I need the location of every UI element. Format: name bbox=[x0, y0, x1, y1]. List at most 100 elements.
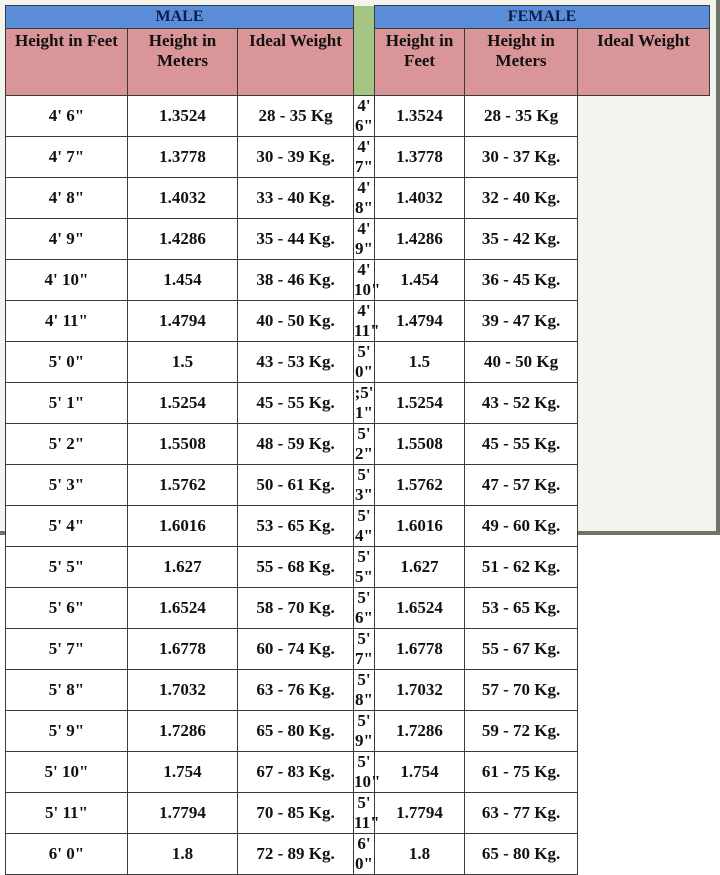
female-feet-cell: 6' 0" bbox=[353, 833, 376, 875]
female-col-feet-header: Height in Feet bbox=[374, 28, 466, 96]
male-feet-cell: 5' 2" bbox=[5, 423, 128, 465]
female-weight-cell: 28 - 35 Kg bbox=[464, 95, 579, 137]
male-feet-cell: 4' 10" bbox=[5, 259, 128, 301]
female-meters-cell: 1.627 bbox=[374, 546, 466, 588]
female-feet-cell: ;5' 1" bbox=[353, 382, 376, 424]
table-row: 6' 0" 1.8 72 - 89 Kg. 6' 0" 1.8 65 - 80 Kg. bbox=[5, 833, 710, 875]
male-meters-cell: 1.3524 bbox=[127, 95, 238, 137]
female-meters-cell: 1.4286 bbox=[374, 218, 466, 260]
male-feet-cell: 5' 10" bbox=[5, 751, 128, 793]
female-feet-cell: 5' 11" bbox=[353, 792, 380, 834]
male-weight-cell: 40 - 50 Kg. bbox=[236, 300, 355, 342]
male-feet-cell: 5' 8" bbox=[5, 669, 128, 711]
male-weight-cell: 53 - 65 Kg. bbox=[236, 505, 355, 547]
female-feet-cell: 4' 9" bbox=[353, 218, 376, 260]
female-meters-cell: 1.4794 bbox=[374, 300, 466, 342]
table-row: 5' 9" 1.7286 65 - 80 Kg. 5' 9" 1.7286 59 - 72… bbox=[5, 710, 710, 752]
male-meters-cell: 1.754 bbox=[127, 751, 238, 793]
female-weight-cell: 43 - 52 Kg. bbox=[464, 382, 579, 424]
male-weight-cell: 35 - 44 Kg. bbox=[236, 218, 355, 260]
male-meters-cell: 1.5254 bbox=[127, 382, 238, 424]
female-meters-cell: 1.5 bbox=[374, 341, 466, 383]
female-meters-cell: 1.454 bbox=[374, 259, 466, 301]
table-row: 5' 0" 1.5 43 - 53 Kg. 5' 0" 1.5 40 - 50 Kg bbox=[5, 341, 710, 383]
male-feet-cell: 4' 11" bbox=[5, 300, 128, 342]
male-weight-cell: 60 - 74 Kg. bbox=[236, 628, 355, 670]
male-meters-cell: 1.8 bbox=[127, 833, 238, 875]
female-meters-cell: 1.5254 bbox=[374, 382, 466, 424]
table-row: 5' 8" 1.7032 63 - 76 Kg. 5' 8" 1.7032 57 - 70… bbox=[5, 669, 710, 711]
male-feet-cell: 5' 1" bbox=[5, 382, 128, 424]
table-row: 4' 7" 1.3778 30 - 39 Kg. 4' 7" 1.3778 30 - 37… bbox=[5, 136, 710, 178]
female-col-meters-header: Height in Meters bbox=[464, 28, 579, 96]
female-weight-cell: 49 - 60 Kg. bbox=[464, 505, 579, 547]
female-meters-cell: 1.4032 bbox=[374, 177, 466, 219]
female-meters-cell: 1.8 bbox=[374, 833, 466, 875]
female-meters-cell: 1.7286 bbox=[374, 710, 466, 752]
table-row: 5' 2" 1.5508 48 - 59 Kg. 5' 2" 1.5508 45 - 55… bbox=[5, 423, 710, 465]
male-weight-cell: 28 - 35 Kg bbox=[236, 95, 355, 137]
female-feet-cell: 4' 11" bbox=[353, 300, 380, 342]
male-weight-cell: 70 - 85 Kg. bbox=[236, 792, 355, 834]
male-weight-cell: 67 - 83 Kg. bbox=[236, 751, 355, 793]
female-feet-cell: 5' 3" bbox=[353, 464, 376, 506]
height-weight-table: MALE FEMALE Height in Feet Height in Met… bbox=[4, 5, 711, 875]
male-section-header: MALE bbox=[4, 5, 355, 29]
female-weight-cell: 30 - 37 Kg. bbox=[464, 136, 579, 178]
female-meters-cell: 1.754 bbox=[374, 751, 466, 793]
male-weight-cell: 65 - 80 Kg. bbox=[236, 710, 355, 752]
female-feet-cell: 4' 7" bbox=[353, 136, 376, 178]
female-weight-cell: 55 - 67 Kg. bbox=[464, 628, 579, 670]
female-section-header: FEMALE bbox=[374, 5, 711, 29]
male-weight-cell: 63 - 76 Kg. bbox=[236, 669, 355, 711]
female-weight-cell: 40 - 50 Kg bbox=[464, 341, 579, 383]
female-weight-cell: 63 - 77 Kg. bbox=[464, 792, 579, 834]
female-meters-cell: 1.6524 bbox=[374, 587, 466, 629]
female-meters-cell: 1.6778 bbox=[374, 628, 466, 670]
female-weight-cell: 57 - 70 Kg. bbox=[464, 669, 579, 711]
male-feet-cell: 5' 5" bbox=[5, 546, 128, 588]
male-meters-cell: 1.7794 bbox=[127, 792, 238, 834]
female-weight-cell: 45 - 55 Kg. bbox=[464, 423, 579, 465]
male-meters-cell: 1.5762 bbox=[127, 464, 238, 506]
table-row: 4' 11" 1.4794 40 - 50 Kg. 4' 11" 1.4794 39 - … bbox=[5, 300, 710, 342]
male-weight-cell: 48 - 59 Kg. bbox=[236, 423, 355, 465]
male-weight-cell: 30 - 39 Kg. bbox=[236, 136, 355, 178]
female-weight-cell: 61 - 75 Kg. bbox=[464, 751, 579, 793]
male-meters-cell: 1.7286 bbox=[127, 710, 238, 752]
male-feet-cell: 4' 9" bbox=[5, 218, 128, 260]
table-row: 4' 8" 1.4032 33 - 40 Kg. 4' 8" 1.4032 32 - 40… bbox=[5, 177, 710, 219]
table-row: 5' 5" 1.627 55 - 68 Kg. 5' 5" 1.627 51 - 62 K… bbox=[5, 546, 710, 588]
male-col-meters-header: Height in Meters bbox=[127, 28, 238, 96]
female-feet-cell: 5' 5" bbox=[353, 546, 376, 588]
female-weight-cell: 53 - 65 Kg. bbox=[464, 587, 579, 629]
female-weight-cell: 51 - 62 Kg. bbox=[464, 546, 579, 588]
female-meters-cell: 1.7794 bbox=[374, 792, 466, 834]
male-weight-cell: 45 - 55 Kg. bbox=[236, 382, 355, 424]
table-row: 4' 6" 1.3524 28 - 35 Kg 4' 6" 1.3524 28 - 35 … bbox=[5, 95, 710, 137]
male-feet-cell: 5' 3" bbox=[5, 464, 128, 506]
male-meters-cell: 1.4032 bbox=[127, 177, 238, 219]
female-weight-cell: 39 - 47 Kg. bbox=[464, 300, 579, 342]
male-weight-cell: 33 - 40 Kg. bbox=[236, 177, 355, 219]
male-weight-cell: 55 - 68 Kg. bbox=[236, 546, 355, 588]
male-feet-cell: 4' 7" bbox=[5, 136, 128, 178]
female-feet-cell: 5' 10" bbox=[353, 751, 381, 793]
table-row: 5' 6" 1.6524 58 - 70 Kg. 5' 6" 1.6524 53 - 65… bbox=[5, 587, 710, 629]
male-feet-cell: 5' 9" bbox=[5, 710, 128, 752]
table-row: 5' 10" 1.754 67 - 83 Kg. 5' 10" 1.754 61 - 75… bbox=[5, 751, 710, 793]
female-meters-cell: 1.7032 bbox=[374, 669, 466, 711]
female-feet-cell: 5' 7" bbox=[353, 628, 376, 670]
female-feet-cell: 5' 6" bbox=[353, 587, 376, 629]
male-meters-cell: 1.627 bbox=[127, 546, 238, 588]
table-row: 4' 10" 1.454 38 - 46 Kg. 4' 10" 1.454 36 - 45… bbox=[5, 259, 710, 301]
female-meters-cell: 1.5762 bbox=[374, 464, 466, 506]
female-meters-cell: 1.6016 bbox=[374, 505, 466, 547]
male-meters-cell: 1.4286 bbox=[127, 218, 238, 260]
male-meters-cell: 1.7032 bbox=[127, 669, 238, 711]
table-row: 5' 7" 1.6778 60 - 74 Kg. 5' 7" 1.6778 55 - 67… bbox=[5, 628, 710, 670]
table-row: 5' 1" 1.5254 45 - 55 Kg. ;5' 1" 1.5254 43 - 5… bbox=[5, 382, 710, 424]
male-feet-cell: 5' 4" bbox=[5, 505, 128, 547]
female-weight-cell: 36 - 45 Kg. bbox=[464, 259, 579, 301]
female-weight-cell: 32 - 40 Kg. bbox=[464, 177, 579, 219]
